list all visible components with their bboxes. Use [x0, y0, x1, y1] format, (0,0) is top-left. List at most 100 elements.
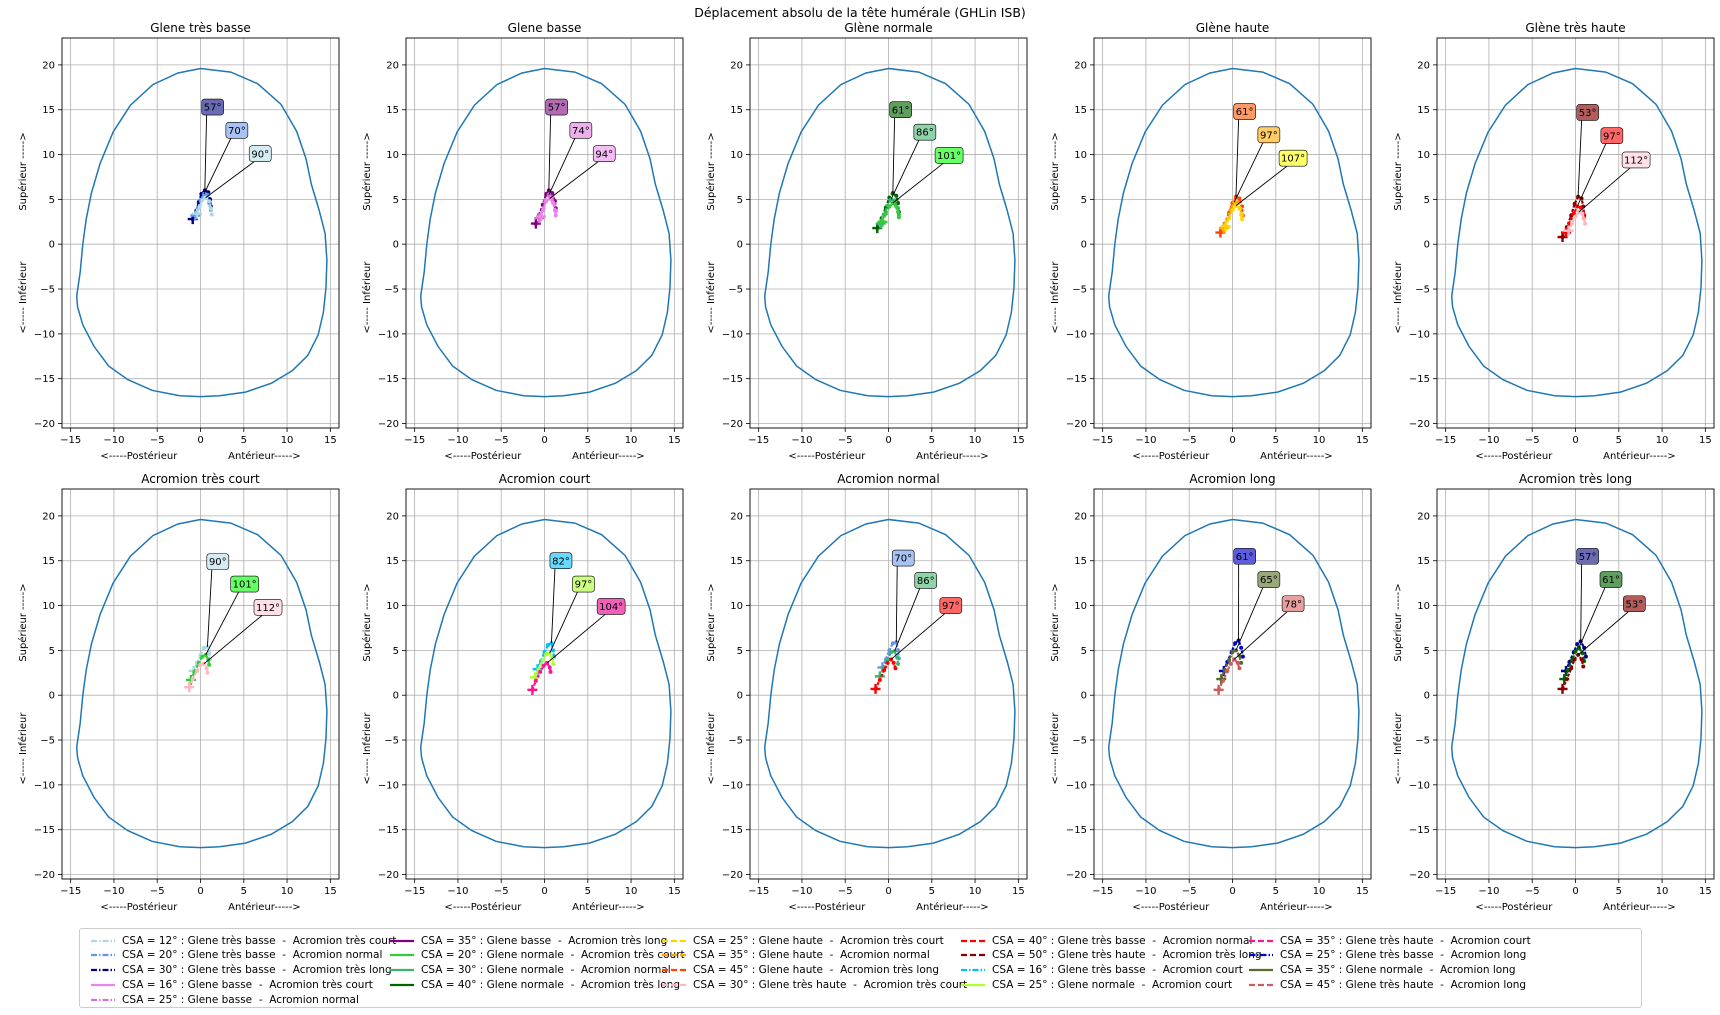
y-tick-label: 10: [730, 150, 743, 161]
y-tick-label: 5: [737, 646, 743, 657]
legend-label: CSA = 25° : Glene très basse - Acromion …: [1280, 949, 1527, 962]
trajectory-point: [551, 661, 556, 666]
trajectory-point: [207, 199, 212, 204]
annotation-label: 70°: [894, 554, 912, 565]
series-3: 104°: [527, 598, 626, 695]
y-tick-label: 20: [730, 511, 743, 522]
y-tick-label: −5: [40, 736, 55, 747]
trajectory-point: [544, 199, 549, 204]
legend-entry: CSA = 16° : Glene basse - Acromion très …: [90, 977, 373, 992]
annotation-box: [596, 598, 626, 615]
y-tick-label: 10: [1417, 601, 1430, 612]
x-tick-label: 15: [1012, 435, 1025, 446]
x-tick-label: 10: [1656, 435, 1669, 446]
legend-swatch: [961, 968, 985, 972]
trajectory-point: [201, 645, 206, 650]
annotation-leader: [550, 568, 556, 644]
legend-label: CSA = 30° : Glene très haute - Acromion …: [693, 978, 968, 991]
trajectory-point: [1227, 216, 1232, 221]
annotation-box: [206, 553, 230, 570]
trajectory-point: [895, 655, 900, 660]
legend-entry: CSA = 35° : Glene haute - Acromion norma…: [661, 948, 930, 963]
x-axis-label: <-----Postérieur Antérieur----->: [1475, 450, 1675, 462]
legend-label: CSA = 30° : Glene très basse - Acromion …: [122, 964, 392, 977]
y-tick-label: 0: [49, 691, 55, 702]
annotation-label: 82°: [552, 556, 570, 567]
trajectory-point: [896, 209, 901, 214]
annotation-leader: [1233, 611, 1288, 660]
y-tick-label: −15: [1066, 374, 1087, 385]
subplot-4: −15 −10 −5 0 5 10 15 −20 −15 −10 −5 0 5 10 15 20 Glène h…: [1049, 21, 1372, 462]
legend-label: CSA = 20° : Glene normale - Acromion trè…: [421, 949, 685, 962]
legend-label: CSA = 35° : Glene très haute - Acromion …: [1280, 934, 1531, 947]
start-marker: [1557, 683, 1568, 694]
trajectory-point: [198, 662, 203, 667]
annotation-leader: [203, 614, 263, 665]
subplot-3: −15 −10 −5 0 5 10 15 −20 −15 −10 −5 0 5 10 15 20 Glène n…: [705, 21, 1028, 462]
annotation-leader: [1235, 119, 1240, 197]
y-tick-label: 0: [1424, 691, 1430, 702]
trajectory-point: [1583, 221, 1588, 226]
y-tick-label: 20: [1417, 60, 1430, 71]
trajectory-point: [207, 662, 212, 667]
legend-entry: CSA = 40° : Glene très basse - Acromion …: [960, 933, 1252, 948]
trajectory-point: [896, 215, 901, 220]
y-tick-label: 5: [393, 195, 399, 206]
annotation-leader: [548, 115, 552, 191]
trajectory-point: [208, 206, 213, 211]
legend-swatch: [390, 939, 414, 942]
y-tick-label: 5: [49, 195, 55, 206]
y-tick-label: 5: [393, 646, 399, 657]
annotation-leader: [205, 591, 240, 656]
subplot-title: Glène normale: [844, 21, 932, 35]
trajectory-point: [553, 213, 558, 218]
x-tick-label: −15: [1435, 435, 1456, 446]
subplot-title: Acromion très long: [1519, 472, 1632, 486]
y-tick-label: 0: [49, 240, 55, 251]
annotation-box: [934, 147, 964, 164]
series-3: 107°: [1220, 149, 1308, 232]
x-tick-label: −5: [1182, 435, 1197, 446]
legend-entry: CSA = 25° : Glene basse - Acromion norma…: [90, 992, 359, 1007]
x-tick-label: 5: [929, 435, 935, 446]
annotation-box: [253, 599, 283, 616]
y-tick-label: −20: [1066, 870, 1087, 881]
trajectory-point: [547, 665, 552, 670]
x-axis-label: <-----Postérieur Antérieur----->: [100, 450, 300, 462]
trajectory-point: [1573, 649, 1578, 654]
subplot-2: −15 −10 −5 0 5 10 15 −20 −15 −10 −5 0 5 10 15 20 Glene b…: [361, 21, 684, 462]
x-tick-label: 0: [541, 435, 547, 446]
x-tick-label: 0: [197, 886, 203, 897]
y-tick-label: −20: [34, 419, 55, 430]
legend-swatch: [390, 983, 414, 986]
legend-swatch: [662, 954, 686, 957]
x-tick-label: 5: [585, 886, 591, 897]
legend-label: CSA = 25° : Glene haute - Acromion très …: [693, 934, 944, 947]
trajectory-point: [1569, 666, 1574, 671]
x-tick-label: −10: [1135, 435, 1156, 446]
annotation-box: [549, 552, 573, 570]
annotation-label: 61°: [892, 105, 910, 116]
x-tick-label: −15: [60, 886, 81, 897]
subplot-8: −15 −10 −5 0 5 10 15 −20 −15 −10 −5 0 5 10 15 20 Acromio…: [705, 472, 1028, 913]
legend-label: CSA = 50° : Glene très haute - Acromion …: [992, 949, 1262, 962]
annotation-leader: [1576, 143, 1607, 207]
outline-path: [763, 67, 1016, 398]
trajectory-point: [1228, 661, 1233, 666]
y-tick-label: −20: [34, 870, 55, 881]
x-tick-label: 5: [1616, 886, 1622, 897]
annotation-label: 94°: [595, 149, 613, 160]
x-tick-label: 5: [1273, 886, 1279, 897]
trajectory-point: [1225, 669, 1230, 673]
series-3: 97°: [870, 597, 963, 694]
legend-label: CSA = 30° : Glene normale - Acromion nor…: [421, 964, 671, 977]
trajectory-point: [200, 654, 205, 659]
x-tick-label: −10: [791, 435, 812, 446]
subplot-title: Glène haute: [1196, 21, 1269, 35]
start-marker: [190, 210, 201, 221]
legend-entry: CSA = 30° : Glene très basse - Acromion …: [90, 963, 392, 978]
trajectory-point: [1578, 205, 1583, 210]
y-tick-label: 20: [386, 60, 399, 71]
subplot-title: Acromion très court: [141, 472, 260, 486]
trajectory-point: [1220, 678, 1225, 683]
